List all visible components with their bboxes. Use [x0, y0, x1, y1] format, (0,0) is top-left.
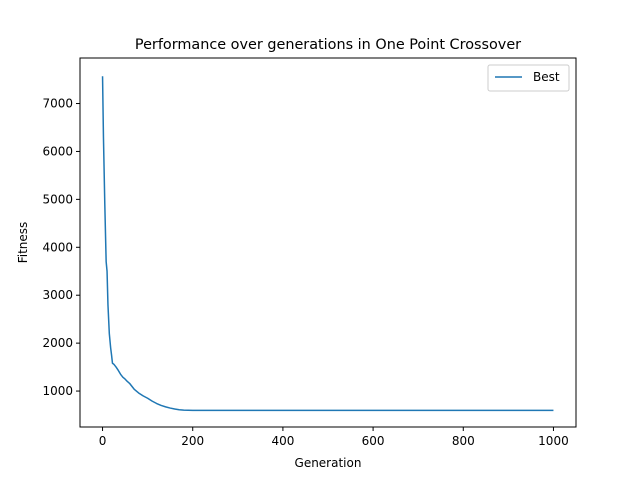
axis-ticks: 0 200 400 600 800 1000 1000 2000 3000 4000 5000 600… [42, 97, 568, 448]
x-tick-label: 0 [99, 434, 107, 448]
y-tick-label: 2000 [42, 336, 73, 350]
plot-area [101, 76, 554, 412]
x-tick-label: 1000 [538, 434, 569, 448]
y-tick-label: 3000 [42, 288, 73, 302]
series-line-best [101, 76, 554, 412]
x-tick-label: 400 [271, 434, 294, 448]
legend-label-best: Best [533, 70, 560, 84]
y-axis-label: Fitness [16, 222, 30, 264]
y-tick-label: 7000 [42, 97, 73, 111]
y-tick-label: 4000 [42, 240, 73, 254]
legend-box [487, 64, 570, 92]
x-tick-label: 200 [181, 434, 204, 448]
y-tick-label: 5000 [42, 192, 73, 206]
y-tick-label: 6000 [42, 144, 73, 158]
x-axis-label: Generation [295, 456, 362, 470]
chart-title: Performance over generations in One Poin… [135, 37, 521, 53]
x-tick-label: 600 [362, 434, 385, 448]
y-tick-label: 1000 [42, 384, 73, 398]
legend: Best [487, 64, 570, 92]
axes-frame [79, 57, 577, 428]
x-tick-label: 800 [452, 434, 475, 448]
